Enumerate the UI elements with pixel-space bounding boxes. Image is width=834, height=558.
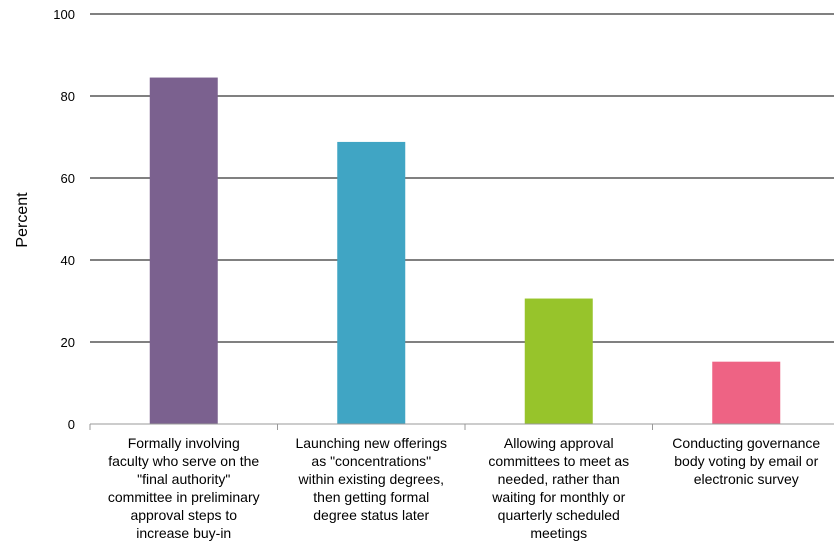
x-category-label-line: "final authority" xyxy=(137,471,230,487)
x-category-label-line: then getting formal xyxy=(313,489,429,505)
x-category-label-line: meetings xyxy=(530,525,587,541)
bar xyxy=(524,298,593,424)
x-category-label: Launching new offerings as "concentration… xyxy=(295,435,447,523)
x-category-label-line: waiting for monthly or xyxy=(491,489,625,505)
y-axis-title: Percent xyxy=(14,192,31,248)
y-tick-label: 20 xyxy=(61,335,75,350)
x-category-label-line: within existing degrees, xyxy=(297,471,444,487)
x-category-label: Allowing approval committees to meet as ne… xyxy=(488,435,629,541)
x-category-label-line: degree status later xyxy=(313,507,429,523)
x-axis xyxy=(89,423,834,430)
y-tick-label: 0 xyxy=(68,417,75,432)
y-tick-label: 40 xyxy=(61,253,75,268)
x-category-label-line: as "concentrations" xyxy=(311,453,431,469)
y-tick-label: 100 xyxy=(53,7,75,22)
bar xyxy=(712,361,781,424)
bar xyxy=(337,141,406,425)
x-category-label-line: quarterly scheduled xyxy=(498,507,620,523)
x-category-label-line: body voting by email or xyxy=(674,453,818,469)
x-category-label: Formally involving faculty who serve on t… xyxy=(108,435,260,541)
x-category-label-line: committee in preliminary xyxy=(108,489,260,505)
x-category-label-line: Formally involving xyxy=(128,435,240,451)
y-tick-label: 80 xyxy=(61,89,75,104)
x-category-label-line: needed, rather than xyxy=(498,471,620,487)
x-category-label-line: approval steps to xyxy=(130,507,237,523)
y-tick-label: 60 xyxy=(61,171,75,186)
x-category-label-line: Allowing approval xyxy=(504,435,614,451)
x-category-label-line: faculty who serve on the xyxy=(108,453,259,469)
y-axis-ticks: 0 20 40 60 80 100 xyxy=(53,7,75,432)
x-category-label-line: electronic survey xyxy=(694,471,799,487)
x-axis-labels: Formally involving faculty who serve on t… xyxy=(108,435,821,541)
x-category-label-line: Conducting governance xyxy=(672,435,820,451)
bars xyxy=(149,77,781,425)
x-category-label-line: increase buy-in xyxy=(136,525,231,541)
x-category-label-line: committees to meet as xyxy=(488,453,629,469)
x-category-label-line: Launching new offerings xyxy=(295,435,447,451)
x-category-label: Conducting governance body voting by emai… xyxy=(672,435,820,487)
bar xyxy=(149,77,218,425)
